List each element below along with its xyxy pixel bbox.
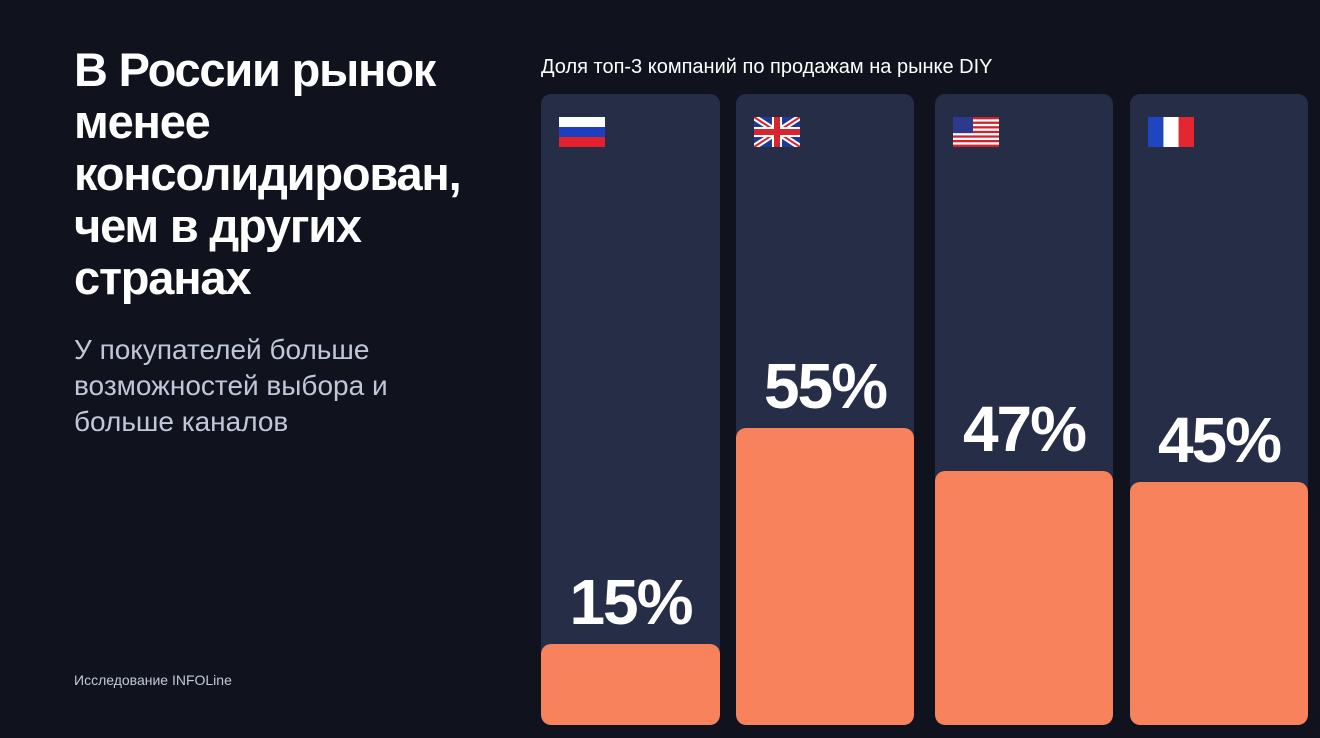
usa-flag-icon (953, 117, 999, 147)
chart-column-france: 45% (1130, 94, 1308, 725)
bar (736, 428, 914, 725)
subtitle: У покупателей больше возможностей выбора… (74, 334, 388, 437)
bar (935, 471, 1113, 725)
data-label: 47% (962, 393, 1087, 465)
bar-chart: 15% 55% 47% (541, 94, 1308, 725)
russia-flag-icon (559, 117, 605, 147)
source-note: Исследование INFOLine (74, 672, 232, 688)
chart-column-russia: 15% (541, 94, 720, 725)
data-label: 15% (569, 566, 693, 638)
chart-column-usa: 47% (935, 94, 1113, 725)
chart-column-uk: 55% (736, 94, 914, 725)
bar (1130, 482, 1308, 725)
data-label: 45% (1157, 404, 1282, 476)
chart-title: Доля топ-3 компаний по продажам на рынке… (541, 56, 993, 78)
page-title: В России рынок менее консолидирован, чем… (74, 43, 462, 304)
uk-flag-icon (754, 117, 800, 147)
france-flag-icon (1148, 117, 1194, 147)
bar (541, 644, 720, 725)
data-label: 55% (763, 350, 888, 422)
